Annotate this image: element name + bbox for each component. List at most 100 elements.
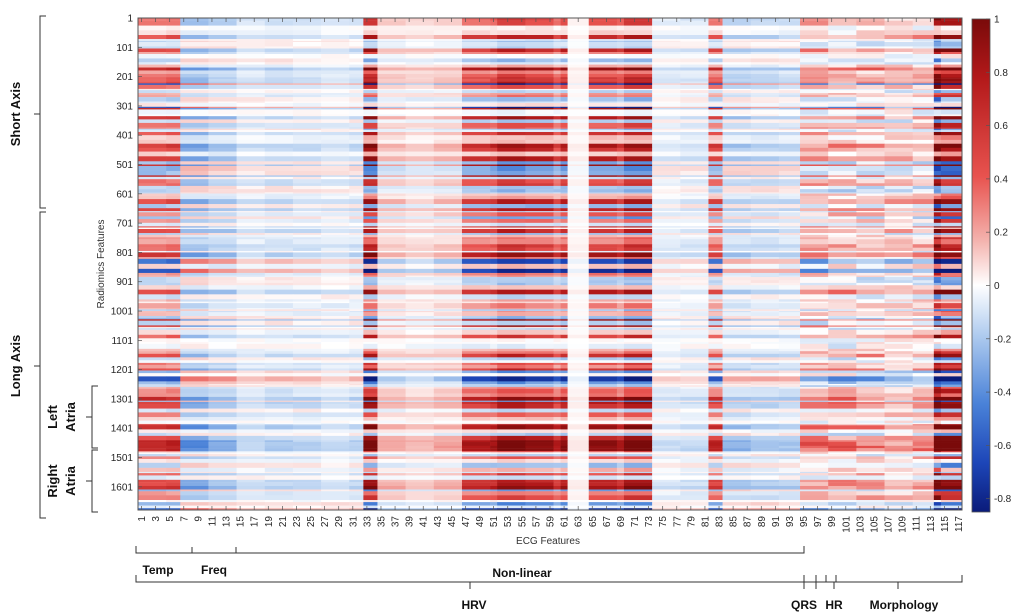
heatmap-cell [708, 114, 723, 117]
heatmap-cell [180, 93, 209, 95]
heatmap-cell [680, 311, 709, 313]
heatmap-cell [616, 319, 625, 321]
heatmap-cell [828, 183, 857, 187]
heatmap-cell [722, 127, 752, 129]
heatmap-cell [321, 170, 350, 176]
heatmap-cell [933, 342, 942, 345]
heatmap-cell [321, 165, 350, 172]
heatmap-cell [208, 192, 237, 194]
heatmap-cell [933, 252, 942, 258]
heatmap-cell [884, 328, 913, 330]
heatmap-cell [680, 318, 709, 320]
heatmap-cell [722, 250, 752, 253]
heatmap-cell [933, 175, 942, 178]
heatmap-cell [166, 368, 181, 371]
heatmap-cell [292, 135, 322, 141]
heatmap-cell [349, 301, 364, 304]
heatmap-cell [208, 373, 237, 377]
heatmap-cell [778, 222, 801, 227]
heatmap-cell [553, 211, 561, 213]
heatmap-cell [461, 127, 491, 129]
heatmap-cell [884, 88, 913, 91]
heatmap-cell [349, 109, 364, 115]
heatmap-cell [560, 216, 568, 220]
heatmap-cell [461, 216, 491, 220]
heatmap-cell [166, 106, 181, 109]
heatmap-cell [497, 250, 526, 253]
heatmap-cell [560, 88, 568, 91]
heatmap-cell [349, 257, 364, 260]
heatmap-cell [292, 30, 322, 36]
heatmap-cell [884, 151, 913, 157]
heatmap-cell [292, 102, 322, 107]
heatmap-cell [800, 239, 829, 245]
heatmap-cell [490, 129, 498, 133]
heatmap-cell [525, 175, 554, 178]
heatmap-cell [778, 257, 801, 260]
heatmap-cell [236, 364, 266, 369]
heatmap-cell [750, 102, 780, 107]
heatmap-cell [722, 268, 752, 274]
heatmap-cell [321, 263, 350, 270]
heatmap-cell [138, 422, 167, 425]
heatmap-cell [828, 285, 857, 290]
heatmap-cell [933, 165, 942, 172]
heatmap-cell [166, 308, 181, 310]
heatmap-cell [180, 303, 209, 309]
heatmap-cell [778, 258, 801, 265]
heatmap-cell [560, 412, 568, 418]
heatmap-cell [652, 320, 681, 326]
heatmap-cell [856, 51, 885, 55]
heatmap-cell [236, 127, 266, 129]
heatmap-cell [433, 48, 463, 53]
heatmap-cell [778, 116, 801, 120]
heatmap-cell [623, 381, 653, 385]
heatmap-cell [680, 179, 709, 184]
heatmap-cell [405, 129, 435, 133]
heatmap-cell [433, 102, 463, 107]
heatmap-cell [405, 272, 435, 276]
heatmap-cell [497, 381, 526, 385]
heatmap-cell [828, 311, 857, 313]
heatmap-cell [567, 234, 590, 238]
heatmap-cell [708, 364, 723, 369]
heatmap-cell [940, 237, 963, 240]
heatmap-cell [461, 156, 491, 162]
heatmap-cell [138, 42, 167, 47]
heatmap-cell [138, 212, 167, 217]
heatmap-cell [828, 156, 857, 162]
heatmap-cell [912, 67, 935, 71]
heatmap-cell [236, 318, 266, 320]
heatmap-cell [588, 420, 618, 424]
heatmap-cell [138, 208, 167, 212]
heatmap-cell [940, 311, 963, 313]
heatmap-cell [433, 386, 463, 389]
heatmap-cell [525, 312, 554, 317]
heatmap-cell [722, 90, 752, 94]
heatmap-cell [264, 192, 294, 194]
heatmap-cell [750, 179, 780, 184]
heatmap-cell [708, 368, 723, 371]
heatmap-cell [680, 301, 709, 304]
heatmap-cell [778, 109, 801, 115]
heatmap-cell [560, 147, 568, 152]
heatmap-cell [166, 219, 181, 224]
heatmap-cell [138, 151, 167, 157]
heatmap-cell [321, 364, 350, 369]
heatmap-cell [722, 46, 752, 49]
heatmap-cell [884, 285, 913, 290]
heatmap-cell [828, 227, 857, 230]
heatmap-cell [377, 360, 406, 364]
heatmap-cell [588, 131, 618, 136]
heatmap-cell [856, 239, 885, 245]
heatmap-cell [778, 78, 801, 82]
heatmap-cell [525, 412, 554, 418]
heatmap-cell [292, 189, 322, 193]
heatmap-cell [166, 303, 181, 309]
heatmap-cell [264, 97, 294, 102]
heatmap-cell [722, 280, 752, 284]
heatmap-cell [405, 94, 435, 98]
heatmap-cell [525, 164, 554, 167]
heatmap-cell [292, 280, 322, 284]
heatmap-cell [652, 208, 681, 212]
